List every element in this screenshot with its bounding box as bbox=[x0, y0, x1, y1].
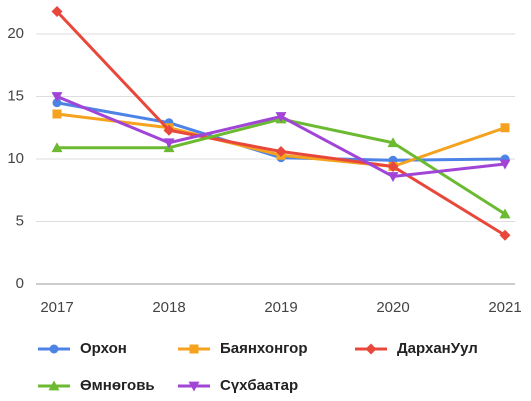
y-tick-label: 10 bbox=[7, 150, 24, 167]
marker bbox=[387, 137, 399, 148]
marker bbox=[51, 6, 63, 17]
legend-marker bbox=[48, 380, 60, 391]
x-tick-label: 2019 bbox=[264, 299, 297, 316]
series-line bbox=[57, 117, 506, 216]
marker bbox=[163, 138, 175, 149]
marker bbox=[387, 172, 399, 182]
legend-marker bbox=[365, 343, 377, 355]
marker bbox=[387, 161, 399, 172]
marker bbox=[52, 109, 62, 119]
y-tick-label: 5 bbox=[16, 212, 24, 229]
legend-label: Орхон bbox=[80, 340, 127, 357]
legend-label: Баянхонгор bbox=[220, 340, 308, 357]
marker bbox=[500, 123, 510, 133]
legend-marker bbox=[188, 381, 200, 392]
legend-marker bbox=[49, 344, 59, 354]
marker bbox=[499, 208, 511, 219]
marker bbox=[275, 112, 287, 122]
x-tick-label: 2021 bbox=[488, 299, 521, 316]
series-line bbox=[56, 95, 506, 179]
legend-marker bbox=[189, 344, 199, 354]
x-tick-label: 2017 bbox=[40, 299, 73, 316]
y-tick-label: 0 bbox=[16, 275, 24, 292]
marker bbox=[275, 146, 287, 157]
x-tick-label: 2020 bbox=[376, 299, 409, 316]
y-tick-label: 20 bbox=[7, 25, 24, 42]
x-tick-label: 2018 bbox=[152, 299, 185, 316]
legend-label: ДарханУул bbox=[397, 340, 478, 357]
marker bbox=[163, 124, 175, 136]
marker bbox=[499, 229, 511, 241]
marker bbox=[499, 159, 511, 170]
legend-label: Сүхбаатар bbox=[220, 377, 298, 394]
legend-label: Өмнөговь bbox=[80, 377, 155, 394]
marker bbox=[51, 142, 63, 153]
marker bbox=[52, 98, 62, 108]
y-tick-label: 15 bbox=[7, 87, 24, 104]
marker bbox=[51, 92, 63, 102]
